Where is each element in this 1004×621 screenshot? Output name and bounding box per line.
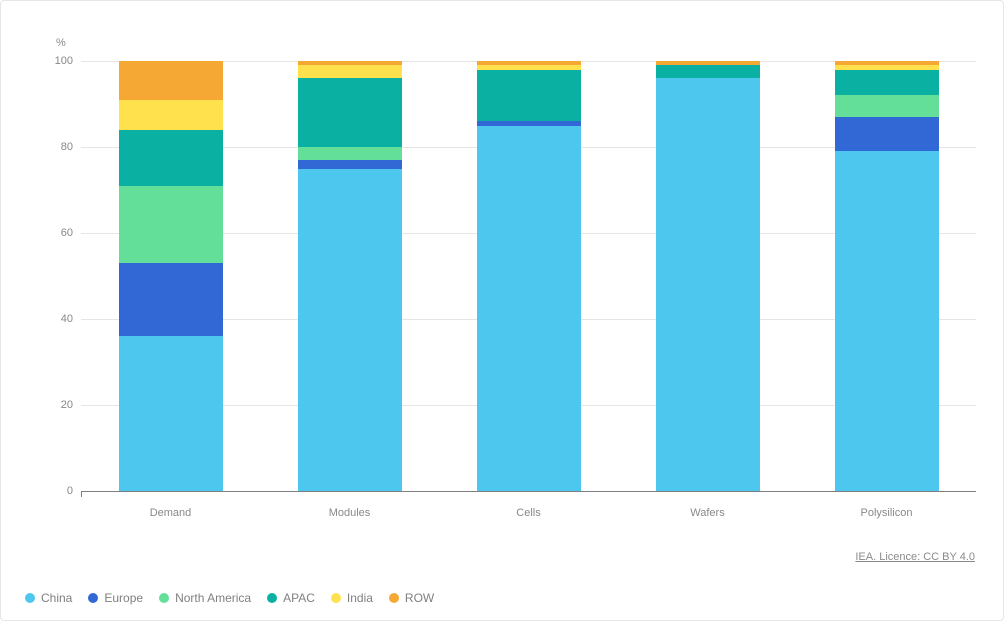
legend-swatch-icon — [88, 593, 98, 603]
legend-label: Europe — [104, 591, 143, 605]
bar-segment-apac[interactable] — [298, 78, 402, 147]
x-axis-line — [81, 491, 976, 492]
legend: China Europe North America APAC India ROW — [25, 591, 434, 605]
legend-label: India — [347, 591, 373, 605]
legend-swatch-icon — [25, 593, 35, 603]
attribution-text[interactable]: IEA. Licence: CC BY 4.0 — [855, 551, 975, 563]
y-tick-label: 20 — [43, 399, 73, 411]
y-tick-label: 100 — [43, 55, 73, 67]
plot-area — [81, 61, 976, 491]
bar-segment-china[interactable] — [835, 151, 939, 491]
bar-group — [119, 61, 223, 491]
bar-segment-row[interactable] — [298, 61, 402, 65]
bar-segment-europe[interactable] — [119, 263, 223, 336]
bar-segment-india[interactable] — [835, 65, 939, 69]
legend-label: North America — [175, 591, 251, 605]
x-tick-label: Demand — [150, 507, 192, 519]
y-tick-label: 40 — [43, 313, 73, 325]
legend-swatch-icon — [159, 593, 169, 603]
bar-group — [477, 61, 581, 491]
bar-group — [656, 61, 760, 491]
legend-item-china[interactable]: China — [25, 591, 72, 605]
y-tick-label: 0 — [43, 485, 73, 497]
legend-label: ROW — [405, 591, 434, 605]
legend-item-row[interactable]: ROW — [389, 591, 434, 605]
bar-segment-row[interactable] — [656, 61, 760, 65]
y-axis-title: % — [56, 37, 66, 49]
legend-item-north-america[interactable]: North America — [159, 591, 251, 605]
bar-segment-china[interactable] — [477, 126, 581, 492]
bar-segment-china[interactable] — [119, 336, 223, 491]
y-tick-label: 80 — [43, 141, 73, 153]
legend-item-apac[interactable]: APAC — [267, 591, 315, 605]
bar-segment-north-america[interactable] — [835, 95, 939, 117]
bar-segment-north-america[interactable] — [119, 186, 223, 263]
bar-segment-europe[interactable] — [835, 117, 939, 151]
legend-swatch-icon — [331, 593, 341, 603]
legend-item-europe[interactable]: Europe — [88, 591, 143, 605]
bar-segment-apac[interactable] — [656, 65, 760, 78]
y-axis-line — [81, 491, 82, 497]
x-tick-label: Modules — [329, 507, 371, 519]
bar-segment-india[interactable] — [298, 65, 402, 78]
legend-label: APAC — [283, 591, 315, 605]
bar-segment-north-america[interactable] — [298, 147, 402, 160]
bar-group — [835, 61, 939, 491]
bar-segment-apac[interactable] — [119, 130, 223, 186]
legend-label: China — [41, 591, 72, 605]
x-tick-label: Polysilicon — [861, 507, 913, 519]
bar-segment-china[interactable] — [656, 78, 760, 491]
bar-segment-europe[interactable] — [298, 160, 402, 169]
bar-segment-india[interactable] — [119, 100, 223, 130]
bar-segment-china[interactable] — [298, 169, 402, 492]
legend-item-india[interactable]: India — [331, 591, 373, 605]
bar-group — [298, 61, 402, 491]
chart-card: % 0 20 40 60 80 100 Demand Modules Cells Wafers P… — [0, 0, 1004, 621]
bar-segment-row[interactable] — [119, 61, 223, 100]
bar-segment-apac[interactable] — [835, 70, 939, 96]
bar-segment-row[interactable] — [477, 61, 581, 65]
bar-segment-india[interactable] — [477, 65, 581, 69]
y-tick-label: 60 — [43, 227, 73, 239]
x-tick-label: Cells — [516, 507, 540, 519]
legend-swatch-icon — [389, 593, 399, 603]
bar-segment-europe[interactable] — [477, 121, 581, 125]
bar-segment-apac[interactable] — [477, 70, 581, 122]
bar-segment-row[interactable] — [835, 61, 939, 65]
legend-swatch-icon — [267, 593, 277, 603]
x-tick-label: Wafers — [690, 507, 724, 519]
